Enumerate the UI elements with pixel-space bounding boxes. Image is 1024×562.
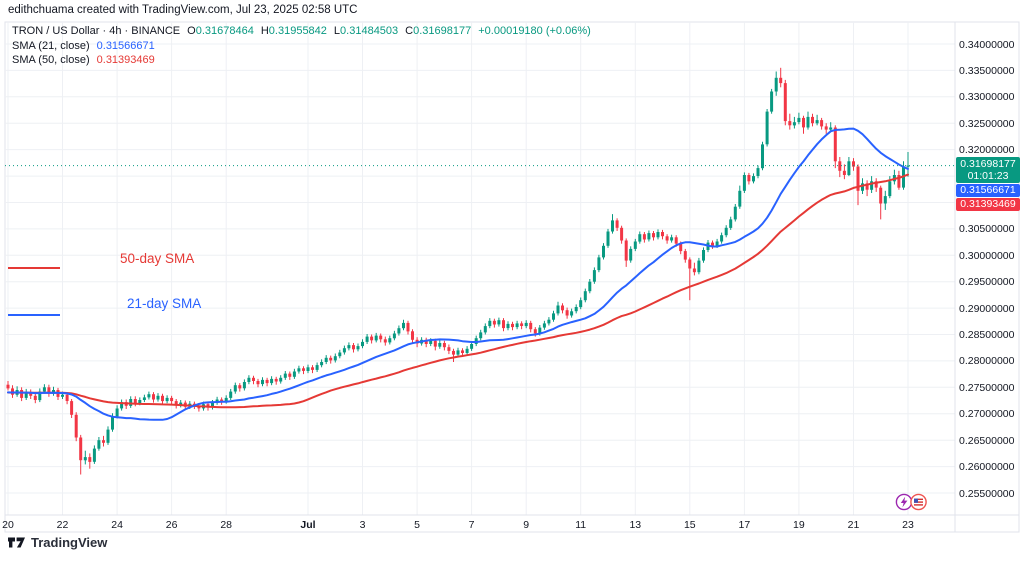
separator-dot: ·	[102, 25, 107, 37]
time-axis-label: 23	[902, 519, 914, 531]
time-axis-label: 15	[683, 519, 696, 531]
time-axis-label: 19	[793, 519, 805, 531]
low-value: L0.31484503	[333, 25, 399, 37]
price-axis-label: 0.33500000	[959, 64, 1015, 77]
attribution-text: edithchuama created with TradingView.com…	[8, 4, 358, 16]
price-axis-label: 0.32500000	[959, 117, 1015, 130]
time-axis-label: 17	[738, 519, 751, 531]
time-axis-label: 22	[56, 519, 69, 531]
time-axis-label: 26	[165, 519, 178, 531]
tradingview-logo-icon	[8, 537, 25, 548]
price-axis-label: 0.29500000	[959, 276, 1015, 289]
price-axis-label: 0.33000000	[959, 91, 1015, 104]
annotation-21-day-sma[interactable]: 21-day SMA	[127, 296, 202, 311]
time-axis-label: 21	[847, 519, 860, 531]
sma50-value: 0.31393469	[96, 54, 155, 66]
high-value: H0.31955842	[260, 25, 327, 37]
event-icons[interactable]	[895, 492, 933, 512]
sma50-price-badge: 0.31393469	[956, 198, 1020, 211]
price-axis-label: 0.29000000	[959, 302, 1015, 315]
time-axis-label: 28	[220, 519, 233, 531]
price-axis-label: 0.25500000	[959, 487, 1015, 500]
open-value: O0.31678464	[187, 25, 254, 37]
last-price-badge: 0.31698177 01:01:23	[956, 157, 1020, 183]
time-axis-label: 3	[359, 519, 366, 531]
interval-label: 4h	[109, 25, 122, 37]
chart-legend: TRON / US Dollar · 4h · BINANCE O0.31678…	[12, 25, 591, 69]
sma50-label: SMA (50, close)	[12, 54, 90, 66]
time-axis-label: 5	[414, 519, 421, 531]
price-axis-label: 0.30500000	[959, 223, 1015, 236]
price-axis-label: 0.28000000	[959, 355, 1015, 368]
sma50-row: SMA (50, close) 0.31393469	[12, 54, 591, 66]
annotation-50-day-sma[interactable]: 50-day SMA	[120, 251, 195, 266]
price-axis-label: 0.26500000	[959, 434, 1015, 447]
sma21-price-badge: 0.31566671	[956, 184, 1020, 197]
sma21-label: SMA (21, close)	[12, 39, 90, 52]
price-axis-label: 0.30000000	[959, 249, 1015, 262]
symbol-name: TRON / US Dollar · 4h · BINANCE	[12, 25, 181, 37]
time-axis-label: 11	[575, 519, 587, 531]
separator-dot: ·	[124, 25, 129, 37]
tradingview-logo[interactable]: TradingView	[8, 535, 107, 550]
price-axis-label: 0.28500000	[959, 329, 1015, 341]
symbol-row: TRON / US Dollar · 4h · BINANCE O0.31678…	[12, 25, 591, 37]
time-axis-label: 7	[468, 519, 475, 531]
time-axis-label: 24	[111, 519, 123, 531]
price-axis-label: 0.26000000	[959, 461, 1015, 474]
close-value: C0.31698177	[405, 25, 472, 37]
price-axis-label: 0.27000000	[959, 408, 1015, 421]
time-axis-label: 9	[523, 519, 530, 531]
change-value: +0.00019180 (+0.06%)	[478, 25, 591, 37]
bar-countdown: 01:01:23	[967, 170, 1009, 182]
last-price-value: 0.31698177	[960, 158, 1016, 170]
time-axis-label: 13	[629, 519, 642, 531]
price-axis-label: 0.27500000	[959, 381, 1015, 394]
sma21-row: SMA (21, close) 0.31566671	[12, 40, 591, 52]
price-axis-label: 0.34000000	[959, 38, 1015, 51]
time-axis-label: 20	[2, 519, 14, 531]
tradingview-logo-text: TradingView	[31, 535, 108, 550]
exchange-label: BINANCE	[131, 25, 181, 37]
price-axis-label: 0.32000000	[959, 144, 1015, 157]
us-flag-event-icon[interactable]	[910, 493, 927, 511]
time-axis-label: Jul	[300, 519, 316, 531]
sma21-value: 0.31566671	[96, 39, 155, 52]
lightning-event-icon[interactable]	[895, 493, 913, 511]
